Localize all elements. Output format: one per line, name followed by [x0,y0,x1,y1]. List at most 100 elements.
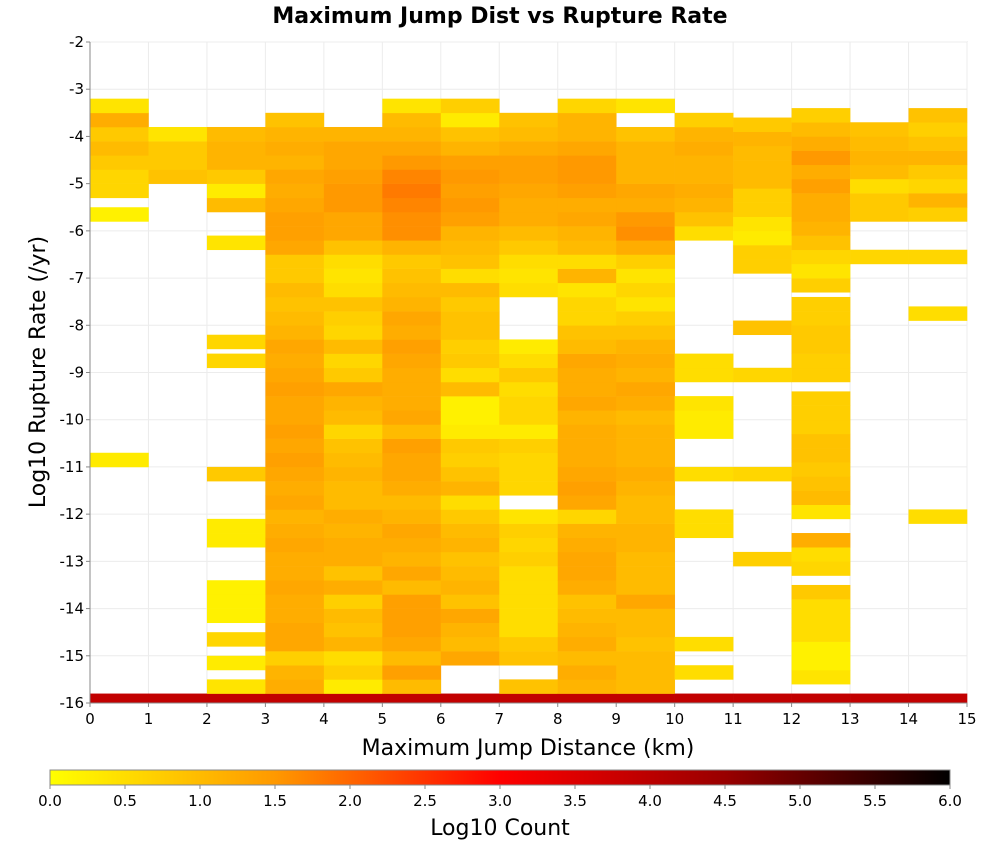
heatmap-cell [616,651,675,666]
colorbar-tick-label: 6.0 [938,792,962,810]
heatmap-cell [850,193,909,208]
heatmap-cell [616,466,675,482]
heatmap-cell [557,466,617,482]
heatmap-cell [323,580,383,595]
heatmap-cell [791,561,851,576]
heatmap-cell [499,551,559,567]
y-tick-label: -3 [69,80,84,98]
heatmap-cell [499,226,559,241]
heatmap-cell [382,353,442,369]
heatmap-cell [908,150,968,166]
heatmap-cell [616,424,675,439]
x-tick-label: 4 [319,710,329,728]
heatmap-cell [557,126,617,142]
heatmap-cell [440,495,500,510]
heatmap-cell [850,207,909,222]
heatmap-cell [791,462,851,477]
heatmap-cell [206,235,266,251]
x-axis-ticks: 0 1 2 3 4 5 6 7 8 9 10 11 12 13 14 15 [85,703,977,728]
heatmap-cell [382,693,442,704]
heatmap-cell [733,230,792,246]
heatmap-cell [382,523,442,539]
heatmap-cell [557,282,617,298]
heatmap-cell [323,509,383,524]
colorbar-tick-label: 5.5 [863,792,887,810]
heatmap-cell [382,495,442,510]
heatmap-cell [499,566,559,581]
heatmap-cell [557,424,617,439]
heatmap-cell [382,665,442,680]
x-tick-label: 8 [553,710,563,728]
heatmap-cell [440,183,500,199]
heatmap-cell [557,693,617,704]
y-tick-label: -13 [60,552,85,570]
y-tick-label: -10 [60,411,85,429]
heatmap-cell [323,651,383,666]
heatmap-cell [382,410,442,425]
heatmap-cell [908,164,968,180]
heatmap-cell [323,211,383,227]
heatmap-cell [616,339,675,354]
heatmap-cell [382,282,442,298]
heatmap-cell [382,155,442,170]
colorbar-title: Log10 Count [430,816,570,841]
heatmap-cell [206,518,266,534]
heatmap-cell [323,452,383,468]
heatmap-cell [206,353,266,369]
heatmap-cell [323,339,383,354]
heatmap-cell [440,636,500,652]
heatmap-cell [616,537,675,553]
heatmap-cell [791,641,851,657]
heatmap-cell [791,448,851,463]
heatmap-cell [382,537,442,553]
heatmap-cell [499,211,559,227]
heatmap-cell [499,339,559,354]
heatmap-cell [908,509,968,524]
heatmap-cell [616,197,675,213]
heatmap-cell [265,566,325,581]
heatmap-cell [557,226,617,241]
heatmap-cell [382,112,442,128]
heatmap-cell [733,693,792,704]
heatmap-cell [616,495,675,510]
heatmap-cell [557,211,617,227]
heatmap-cell [733,202,792,217]
heatmap-cell [265,381,325,397]
heatmap-cell [557,410,617,425]
heatmap-cell [323,396,383,411]
heatmap-cell [557,155,617,170]
y-axis-ticks: -2 -3 -4 -5 -6 -7 -8 -9 -10 -11 -12 -13 -14 -15 -16 [60,33,90,712]
heatmap-cell [265,580,325,595]
heatmap-cell [499,537,559,553]
heatmap-cell [206,580,266,595]
heatmap-cell [440,169,500,184]
heatmap-cell [323,679,383,694]
heatmap-cell [616,693,675,704]
heatmap-cell [557,537,617,553]
heatmap-cell [382,651,442,666]
colorbar-tick-label: 2.0 [338,792,362,810]
heatmap-cell [499,679,559,694]
heatmap-cell [265,651,325,666]
colorbar-tick-label: 3.5 [563,792,587,810]
heatmap-cell [265,481,325,496]
heatmap-cell [440,282,500,298]
heatmap-cell [616,296,675,312]
heatmap-cell [499,693,559,704]
heatmap-cell [499,240,559,255]
heatmap-cell [499,452,559,468]
heatmap-cell [733,551,792,567]
heatmap-cell [206,594,266,609]
heatmap-cell [440,523,500,539]
heatmap-cell [323,481,383,496]
x-tick-label: 11 [724,710,743,728]
heatmap-cell [557,665,617,680]
colorbar-ticks: 0.0 0.5 1.0 1.5 2.0 2.5 3.0 3.5 4.0 4.5 5.0 5.5 6.0 [38,785,962,810]
y-tick-label: -16 [60,694,85,712]
heatmap-cell [323,240,383,255]
heatmap-cell [382,325,442,340]
heatmap-cell [791,599,851,614]
colorbar [49,769,951,786]
heatmap-cell [148,155,208,170]
heatmap-cell [499,481,559,496]
